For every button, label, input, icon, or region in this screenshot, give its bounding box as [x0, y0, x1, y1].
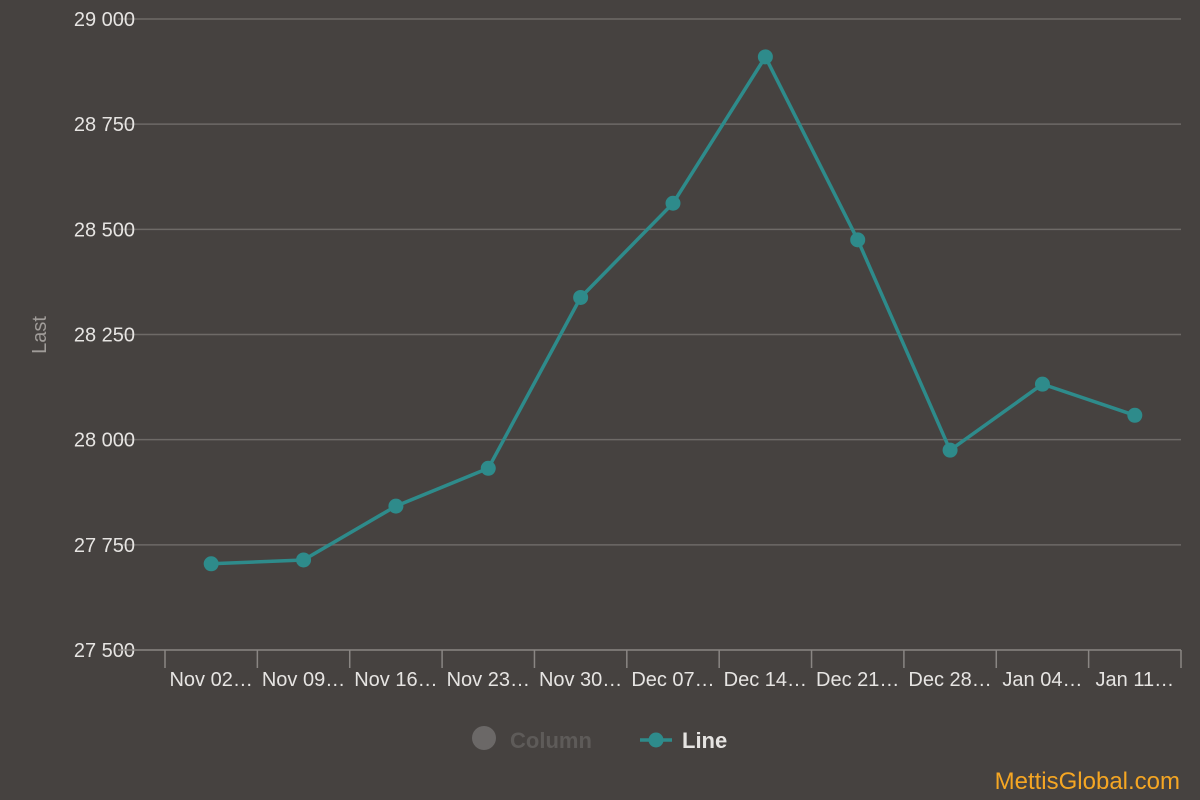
- y-tick-label: 28 250: [74, 325, 135, 347]
- y-gridlines: [118, 18, 1181, 546]
- y-tick-label: 29 000: [74, 9, 135, 31]
- x-tick-label: Nov 23…: [447, 669, 530, 691]
- y-tick-labels: 27 500 27 750 28 000 28 250 28 500 28 750 29 0…: [74, 9, 135, 662]
- x-tick-label: Jan 11…: [1096, 669, 1175, 691]
- y-tick-label: 28 000: [74, 430, 135, 452]
- legend-marker-column: [472, 726, 496, 750]
- x-tick-label: Dec 21…: [816, 669, 899, 691]
- legend-label-column: Column: [510, 728, 592, 753]
- watermark: MettisGlobal.com: [995, 768, 1180, 795]
- legend: Column Line: [472, 726, 727, 753]
- line-series: [203, 49, 1143, 572]
- data-point[interactable]: [480, 460, 496, 476]
- x-tick-labels: Nov 02… Nov 09… Nov 16… Nov 23… Nov 30… Dec 0…: [169, 669, 1174, 691]
- legend-item-column[interactable]: Column: [472, 726, 592, 753]
- data-point[interactable]: [757, 49, 773, 65]
- x-tick-label: Jan 04…: [1002, 669, 1082, 691]
- data-point[interactable]: [942, 442, 958, 458]
- x-tick-label: Nov 09…: [262, 669, 345, 691]
- data-point[interactable]: [573, 289, 589, 305]
- legend-label-line: Line: [682, 728, 727, 753]
- y-tick-label: 27 500: [74, 640, 135, 662]
- legend-item-line[interactable]: Line: [640, 728, 727, 753]
- data-point[interactable]: [1127, 407, 1143, 423]
- x-tick-label: Dec 14…: [724, 669, 807, 691]
- x-tick-label: Dec 07…: [631, 669, 714, 691]
- series-line: [211, 55, 1136, 566]
- y-tick-label: 28 750: [74, 114, 135, 136]
- y-tick-label: 27 750: [74, 535, 135, 557]
- data-point[interactable]: [1034, 376, 1050, 392]
- x-axis: [118, 649, 1182, 668]
- data-point[interactable]: [388, 498, 404, 514]
- data-point[interactable]: [850, 232, 866, 248]
- y-axis-title: Last: [29, 316, 51, 354]
- x-tick-label: Nov 02…: [169, 669, 252, 691]
- data-point[interactable]: [203, 556, 219, 572]
- data-point[interactable]: [296, 552, 312, 568]
- legend-marker-dot: [648, 732, 664, 748]
- y-tick-label: 28 500: [74, 219, 135, 241]
- x-tick-label: Nov 16…: [354, 669, 437, 691]
- x-tick-label: Dec 28…: [908, 669, 991, 691]
- x-tick-label: Nov 30…: [539, 669, 622, 691]
- data-point[interactable]: [665, 195, 681, 211]
